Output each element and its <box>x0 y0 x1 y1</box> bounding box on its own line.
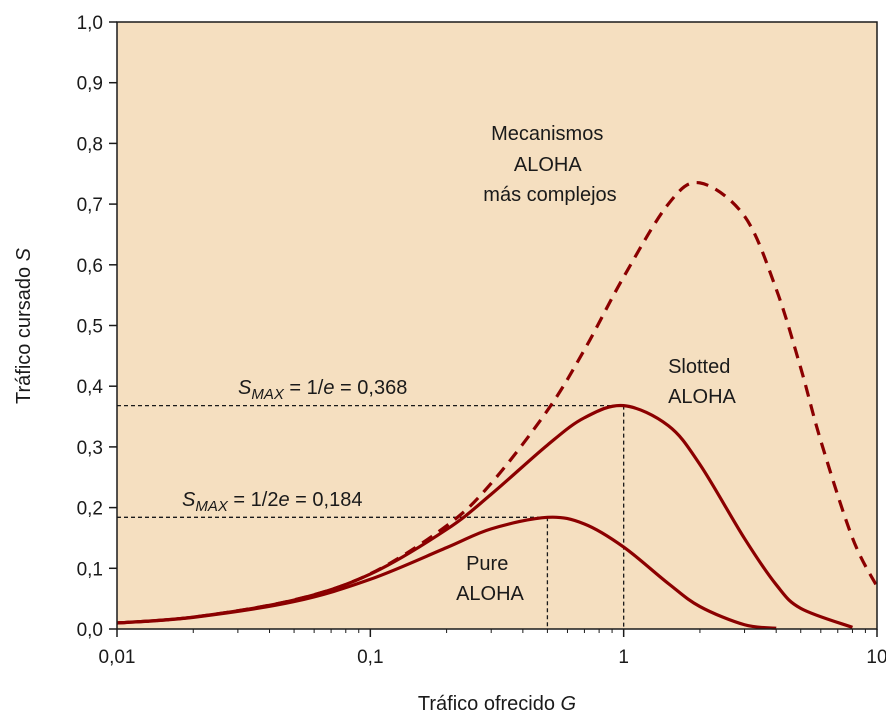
y-tick-label: 0,4 <box>77 377 104 398</box>
smax-slotted-annotation: SMAX = 1/e = 0,368 <box>238 377 407 403</box>
y-tick-label: 0,9 <box>77 74 103 95</box>
series-line-2 <box>116 180 879 625</box>
complex-aloha-label: Mecanismos ALOHA más complejos <box>483 123 616 206</box>
y-tick-label: 0,0 <box>77 620 103 641</box>
y-tick-label: 0,8 <box>77 134 103 155</box>
y-tick-label: 0,7 <box>77 195 103 216</box>
x-axis-label: Tráfico ofrecido G <box>418 693 576 715</box>
pure-aloha-label: Pure ALOHA <box>456 553 524 605</box>
y-tick-label: 0,3 <box>77 438 103 459</box>
y-tick-label: 1,0 <box>77 13 103 34</box>
y-axis-label: Tráfico cursado S <box>13 247 35 404</box>
plot-background <box>117 22 877 629</box>
series-layer <box>116 180 879 630</box>
y-tick-label: 0,5 <box>77 317 103 338</box>
x-axis-ticks: 0,01 0,1 1 10 <box>99 629 886 668</box>
y-axis-ticks: 0,0 0,1 0,2 0,3 0,4 0,5 0,6 0,7 0,8 0,9 1,0 <box>77 13 117 641</box>
x-tick-label: 10 <box>866 647 886 668</box>
slotted-aloha-label: Slotted ALOHA <box>668 356 736 408</box>
smax-pure-annotation: SMAX = 1/2e = 0,184 <box>182 489 362 515</box>
x-tick-label: 0,1 <box>357 647 383 668</box>
series-line-1 <box>116 403 854 629</box>
y-tick-label: 0,1 <box>77 559 103 580</box>
x-tick-label: 1 <box>618 647 629 668</box>
y-tick-label: 0,2 <box>77 499 103 520</box>
y-tick-label: 0,6 <box>77 256 103 277</box>
x-tick-label: 0,01 <box>99 647 136 668</box>
reference-lines <box>117 404 625 629</box>
